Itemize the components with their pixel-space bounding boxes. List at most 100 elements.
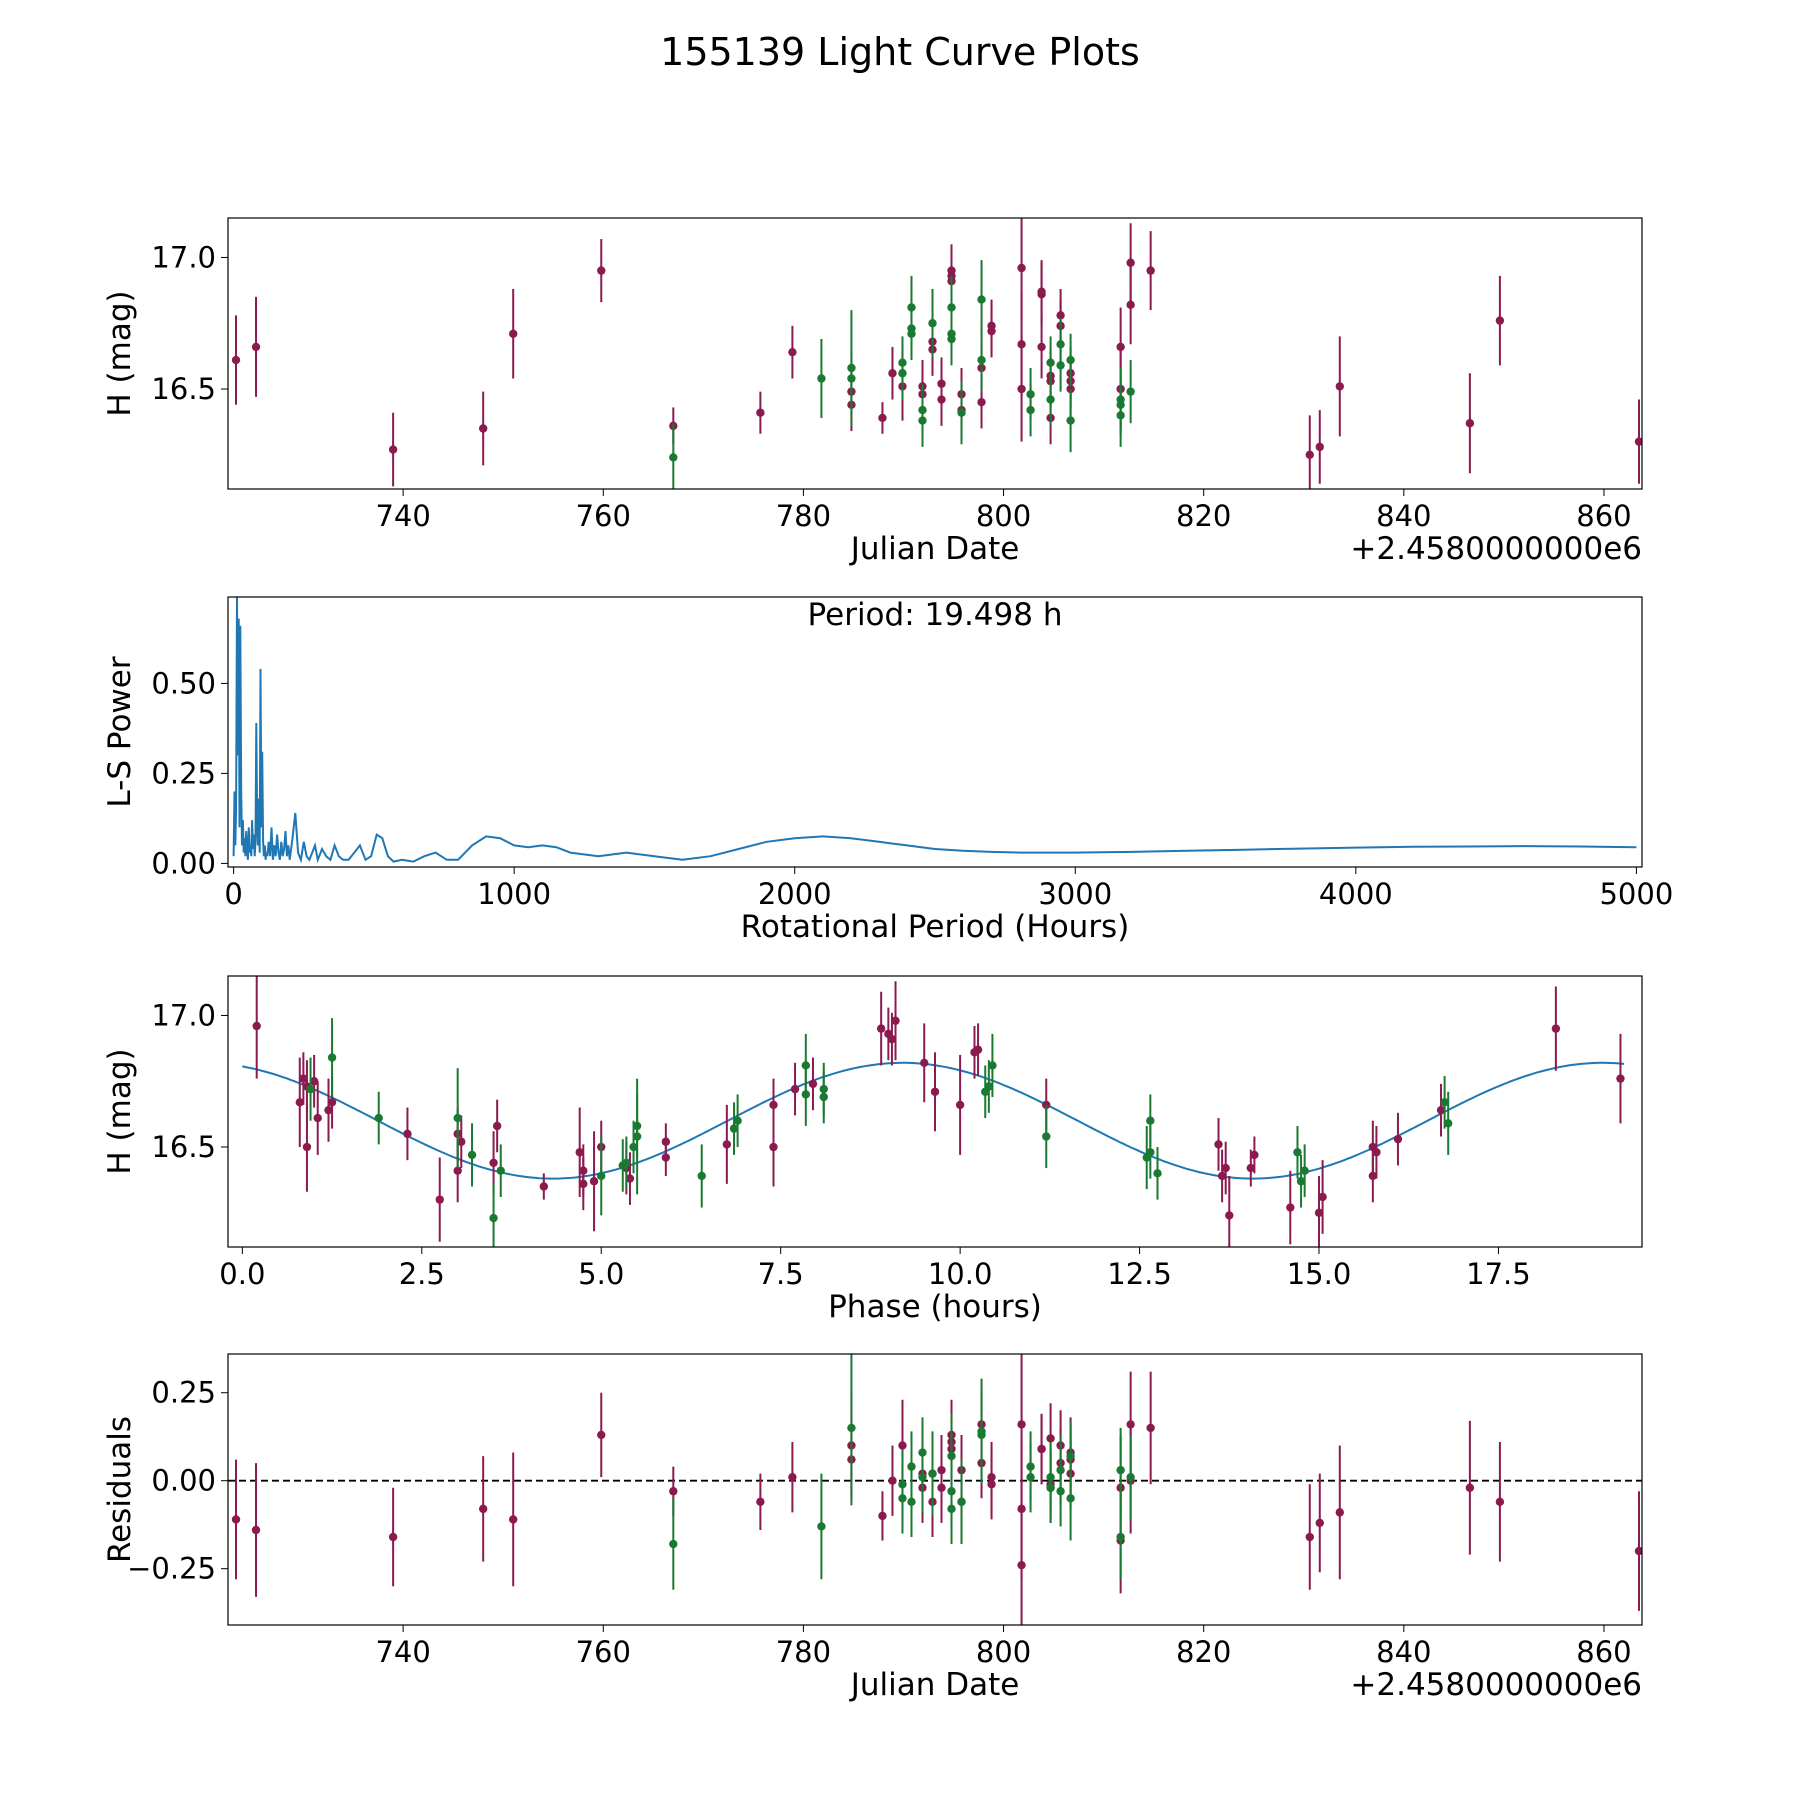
data-point-green — [622, 1158, 631, 1168]
data-point-maroon — [388, 445, 398, 454]
y-tick-label: 0.50 — [151, 666, 216, 700]
y-tick-label: 0.25 — [151, 1376, 216, 1410]
data-point-maroon — [1221, 1163, 1230, 1173]
data-point-maroon — [251, 1525, 261, 1535]
y-tick-label: 0.00 — [151, 846, 216, 880]
plot-area — [231, 218, 1642, 489]
y-axis-label: H (mag) — [102, 290, 138, 416]
data-point-maroon — [492, 1121, 502, 1131]
data-point-maroon — [1551, 1024, 1561, 1033]
x-tick-label: 5.0 — [578, 1257, 624, 1291]
data-point-green — [467, 1150, 477, 1160]
data-point-maroon — [661, 1153, 671, 1162]
x-tick-label: 10.0 — [928, 1257, 993, 1291]
x-tick-label: 820 — [1176, 1635, 1231, 1669]
data-point-green — [1046, 358, 1055, 367]
data-point-maroon — [1436, 1105, 1446, 1115]
period-annotation: Period: 19.498 h — [808, 597, 1063, 633]
data-point-maroon — [1305, 450, 1314, 459]
data-point-maroon — [1286, 1203, 1295, 1212]
data-point-green — [984, 1082, 994, 1091]
data-point-maroon — [1250, 1150, 1259, 1160]
x-tick-label: 820 — [1176, 499, 1231, 533]
x-tick-label: 840 — [1376, 1635, 1431, 1669]
x-tick-label: 0 — [224, 877, 242, 911]
data-point-green — [947, 303, 956, 312]
data-point-green — [669, 1539, 678, 1549]
data-point-maroon — [1335, 1508, 1344, 1517]
x-tick-label: 12.5 — [1107, 1257, 1172, 1291]
y-tick-label: 0.00 — [151, 1464, 216, 1498]
data-point-maroon — [1037, 287, 1046, 296]
data-point-maroon — [1393, 1134, 1403, 1144]
x-axis-label: Julian Date — [849, 1667, 1020, 1703]
data-point-maroon — [388, 1532, 398, 1542]
data-point-maroon — [1315, 442, 1324, 452]
data-point-maroon — [1225, 1211, 1234, 1220]
y-tick-label: −0.25 — [127, 1552, 216, 1586]
x-tick-label: 15.0 — [1287, 1257, 1352, 1291]
axes-frame — [227, 1353, 1643, 1626]
x-tick-label: 740 — [375, 499, 430, 533]
x-tick-label: 2000 — [758, 877, 832, 911]
data-point-maroon — [1017, 384, 1026, 394]
data-point-green — [928, 1469, 937, 1478]
data-point-maroon — [987, 326, 996, 336]
x-tick-label: 800 — [976, 1635, 1031, 1669]
data-point-maroon — [1318, 1192, 1327, 1202]
data-point-maroon — [489, 1158, 498, 1168]
data-point-maroon — [1465, 419, 1475, 428]
data-point-maroon — [478, 1504, 488, 1514]
x-tick-label: 5000 — [1599, 877, 1673, 911]
x-axis-label: Phase (hours) — [828, 1289, 1042, 1325]
x-axis-label: Rotational Period (Hours) — [741, 909, 1130, 945]
data-point-green — [1146, 1116, 1155, 1125]
x-tick-label: 2.5 — [399, 1257, 445, 1291]
data-point-green — [898, 358, 907, 367]
data-point-maroon — [1246, 1163, 1256, 1173]
data-point-green — [918, 405, 927, 415]
y-tick-label: 17.0 — [151, 998, 216, 1032]
data-point-maroon — [808, 1079, 818, 1089]
data-point-maroon — [1146, 1423, 1155, 1433]
data-point-maroon — [1314, 1208, 1324, 1217]
data-point-maroon — [435, 1195, 444, 1204]
data-point-maroon — [327, 1098, 337, 1107]
x-tick-label: 860 — [1576, 499, 1631, 533]
data-point-maroon — [1214, 1140, 1223, 1149]
data-point-maroon — [252, 1021, 261, 1031]
data-point-maroon — [309, 1077, 319, 1086]
data-point-maroon — [973, 1045, 983, 1054]
y-axis-label: L-S Power — [102, 656, 138, 807]
data-point-green — [1146, 1148, 1155, 1157]
data-point-maroon — [1017, 1420, 1026, 1429]
x-tick-label: 740 — [375, 1635, 430, 1669]
data-point-green — [847, 374, 856, 383]
data-point-maroon — [756, 408, 765, 417]
x-offset-label: +2.4580000000e6 — [1350, 531, 1642, 567]
data-point-maroon — [1465, 1483, 1475, 1492]
data-point-maroon — [1368, 1171, 1378, 1181]
data-point-maroon — [1335, 382, 1344, 391]
y-tick-label: 0.25 — [151, 756, 216, 790]
data-point-maroon — [955, 1100, 965, 1110]
data-point-green — [817, 1522, 826, 1531]
data-point-green — [1293, 1148, 1302, 1157]
data-point-maroon — [769, 1142, 778, 1152]
data-point-maroon — [790, 1084, 800, 1094]
data-point-green — [1116, 411, 1125, 420]
data-point-maroon — [1146, 266, 1155, 275]
data-point-green — [1126, 1472, 1135, 1482]
data-point-maroon — [1017, 263, 1026, 273]
data-point-maroon — [977, 397, 986, 407]
data-point-maroon — [930, 1087, 940, 1096]
data-point-maroon — [1372, 1148, 1381, 1157]
data-point-green — [697, 1171, 706, 1181]
chart-periodogram: 0 1000 2000 3000 4000 5000 0.00 0.25 0.50 Rotatio… — [102, 596, 1673, 945]
data-point-green — [977, 1430, 986, 1440]
chart-phase: 0.0 2.5 5.0 7.5 10.0 12.5 15.0 17.5 16.5 17.0 Phas… — [102, 975, 1643, 1325]
data-point-green — [918, 1472, 927, 1482]
data-point-maroon — [920, 1058, 929, 1068]
data-point-green — [907, 1497, 916, 1507]
